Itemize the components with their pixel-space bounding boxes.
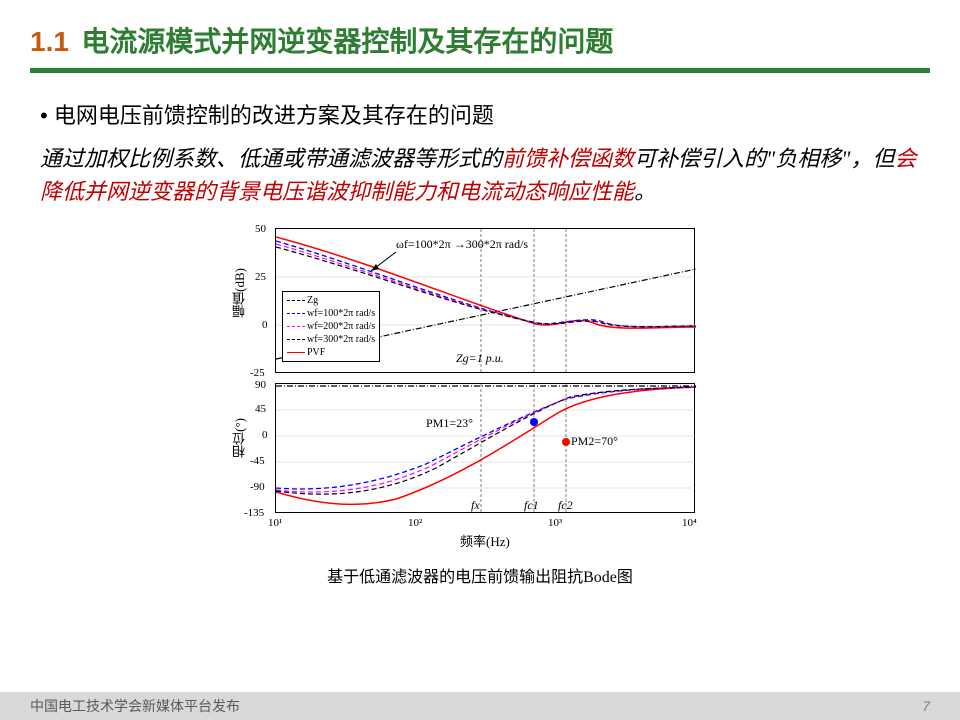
chart-caption: 基于低通滤波器的电压前馈输出阻抗Bode图 xyxy=(40,563,920,587)
phase-svg xyxy=(276,384,696,514)
slide-footer: 中国电工技术学会新媒体平台发布 7 xyxy=(0,692,960,720)
legend-wf200: wf=200*2π rad/s xyxy=(307,321,375,332)
x-tick-1000: 10³ xyxy=(548,517,562,529)
ph-tick-n135: -135 xyxy=(244,507,264,519)
ph-tick-0: 0 xyxy=(262,429,268,441)
annotation-omega: ωf=100*2π →300*2π rad/s xyxy=(396,237,528,252)
section-number: 1.1 xyxy=(30,26,69,57)
bullet-text: 电网电压前馈控制的改进方案及其存在的问题 xyxy=(54,103,494,128)
slide-title: 电流源模式并网逆变器控制及其存在的问题 xyxy=(81,26,613,57)
legend-wf100: wf=100*2π rad/s xyxy=(307,308,375,319)
ph-tick-n45: -45 xyxy=(250,455,265,467)
annotation-zg: Zg=1 p.u. xyxy=(456,351,504,366)
freq-fx: fx xyxy=(471,498,480,513)
bode-chart: ωf=100*2π →300*2π rad/s Zg wf=100*2π rad… xyxy=(220,223,740,553)
legend-box: Zg wf=100*2π rad/s wf=200*2π rad/s wf=30… xyxy=(282,291,380,362)
legend-wf300: wf=300*2π rad/s xyxy=(307,334,375,345)
body-part3: 。 xyxy=(634,179,656,204)
x-tick-100: 10² xyxy=(408,517,422,529)
body-part2: 可补偿引入的"负相移"，但 xyxy=(634,146,894,171)
x-tick-10: 10¹ xyxy=(268,517,282,529)
footer-text: 中国电工技术学会新媒体平台发布 xyxy=(30,696,240,716)
body-red1: 前馈补偿函数 xyxy=(502,146,634,171)
page-number: 7 xyxy=(922,698,930,714)
body-part1: 通过加权比例系数、低通或带通滤波器等形式的 xyxy=(40,146,502,171)
ph-tick-45: 45 xyxy=(255,403,266,415)
legend-zg: Zg xyxy=(307,295,318,306)
annotation-pm1: PM1=23° xyxy=(426,416,473,431)
ph-tick-n90: -90 xyxy=(250,481,265,493)
phase-plot: PM1=23° PM2=70° fx fc1 fc2 xyxy=(275,383,695,513)
annotation-pm2: PM2=70° xyxy=(571,434,618,449)
mag-tick-n25: -25 xyxy=(250,367,265,379)
header-divider xyxy=(30,68,930,73)
ph-tick-90: 90 xyxy=(255,379,266,391)
x-tick-10000: 10⁴ xyxy=(682,517,697,529)
freq-fc2: fc2 xyxy=(558,498,573,513)
magnitude-plot: ωf=100*2π →300*2π rad/s Zg wf=100*2π rad… xyxy=(275,228,695,373)
body-paragraph: 通过加权比例系数、低通或带通滤波器等形式的前馈补偿函数可补偿引入的"负相移"，但… xyxy=(40,142,920,208)
mag-tick-50: 50 xyxy=(255,223,266,235)
freq-fc1: fc1 xyxy=(524,498,539,513)
chart-wrapper: ωf=100*2π →300*2π rad/s Zg wf=100*2π rad… xyxy=(40,223,920,553)
mag-ylabel: 幅值(dB) xyxy=(230,268,249,318)
content-area: • 电网电压前馈控制的改进方案及其存在的问题 通过加权比例系数、低通或带通滤波器… xyxy=(0,98,960,587)
mag-tick-25: 25 xyxy=(255,271,266,283)
mag-tick-0: 0 xyxy=(262,319,268,331)
slide-header: 1.1 电流源模式并网逆变器控制及其存在的问题 xyxy=(0,0,960,68)
x-label: 频率(Hz) xyxy=(460,531,510,550)
phase-ylabel: 相位(°) xyxy=(230,418,249,458)
bullet-marker: • xyxy=(40,103,48,128)
bullet-point: • 电网电压前馈控制的改进方案及其存在的问题 xyxy=(40,98,920,130)
legend-pvf: PVF xyxy=(307,347,325,358)
